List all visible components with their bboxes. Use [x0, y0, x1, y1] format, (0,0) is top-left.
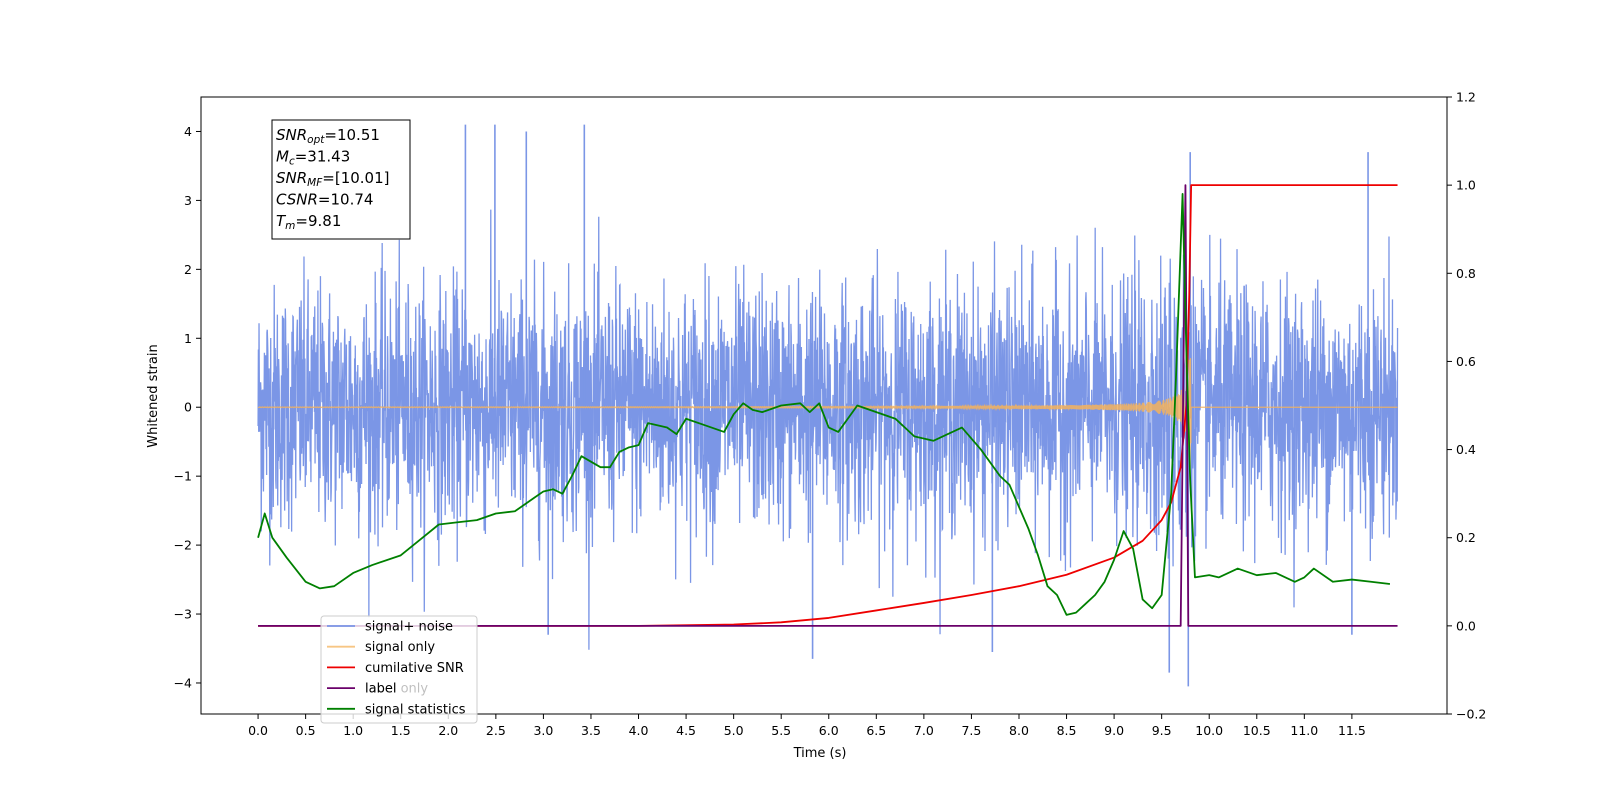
x-axis-label: Time (s)	[793, 746, 847, 761]
x-tick-label-7: 3.5	[581, 723, 601, 738]
x-tick-label-15: 7.5	[961, 723, 981, 738]
x-tick-label-5: 2.5	[486, 723, 506, 738]
annotation-frame	[271, 119, 411, 240]
y2-tick-label-1: 0.0	[1456, 618, 1476, 633]
series-label-line	[258, 184, 1398, 627]
x-tick-label-13: 6.5	[866, 723, 886, 738]
x-tick-label-21: 10.5	[1243, 723, 1271, 738]
y-axis-label: Whitened strain	[146, 344, 161, 447]
legend-label-2: cumilative SNR	[365, 661, 464, 676]
x-tick-label-18: 9.0	[1104, 723, 1124, 738]
series-signal-only-line	[257, 358, 1398, 468]
y2-tick-label-4: 0.6	[1456, 354, 1476, 369]
y2-tick-label-2: 0.2	[1456, 530, 1476, 545]
legend-label-4: signal statistics	[365, 702, 466, 717]
legend-label-0: signal+ noise	[365, 620, 453, 635]
plot-frame	[200, 96, 1448, 715]
y-tick-label-5: 1	[184, 331, 192, 346]
x-tick-label-22: 11.0	[1290, 723, 1318, 738]
y-tick-label-4: 0	[184, 400, 192, 415]
annotation-line-1: Mc=31.43	[276, 148, 350, 168]
axes-layer: 0.0 0.5 1.0 1.5 2.0 2.5 3.0 3.5 4.0 4.5 5.0 5.5 6.0 6…	[174, 90, 1487, 739]
legend-frame	[320, 615, 478, 724]
x-tick-label-14: 7.0	[914, 723, 934, 738]
y2-tick-label-6: 1.0	[1456, 178, 1476, 193]
y-tick-label-8: 4	[184, 124, 192, 139]
y-tick-label-1: −3	[174, 607, 192, 622]
legend: signal+ noise signal only cumilative SNR la…	[320, 615, 478, 724]
annotation-line-3: CSNR=10.74	[276, 191, 373, 209]
y-tick-label-3: −1	[174, 469, 192, 484]
x-tick-label-16: 8.0	[1009, 723, 1029, 738]
x-tick-label-17: 8.5	[1057, 723, 1077, 738]
x-tick-label-8: 4.0	[629, 723, 649, 738]
legend-label-ghost: label only	[365, 682, 428, 697]
plot-layer	[257, 124, 1399, 687]
legend-label-1: signal only	[365, 640, 435, 655]
x-tick-label-9: 4.5	[676, 723, 696, 738]
y-tick-label-7: 3	[184, 193, 192, 208]
x-tick-label-6: 3.0	[533, 723, 553, 738]
x-tick-label-2: 1.0	[343, 723, 363, 738]
x-tick-label-1: 0.5	[296, 723, 316, 738]
annotation-line-2: SNRMF=[10.01]	[276, 169, 390, 189]
annotation-line-0: SNRopt=10.51	[276, 126, 380, 146]
x-tick-label-12: 6.0	[819, 723, 839, 738]
x-tick-label-11: 5.5	[771, 723, 791, 738]
y2-tick-label-3: 0.4	[1456, 442, 1476, 457]
series-signal-statistics-line	[257, 193, 1391, 616]
legend-label-3: label	[365, 682, 396, 697]
x-tick-label-19: 9.5	[1152, 723, 1172, 738]
y2-tick-label-0: −0.2	[1456, 707, 1486, 722]
x-tick-label-20: 10.0	[1195, 723, 1223, 738]
y-tick-label-2: −2	[174, 538, 192, 553]
y-tick-label-0: −4	[174, 675, 192, 690]
x-tick-label-4: 2.0	[438, 723, 458, 738]
y-tick-label-6: 2	[184, 262, 192, 277]
x-tick-label-23: 11.5	[1338, 723, 1366, 738]
y2-tick-label-7: 1.2	[1456, 90, 1476, 105]
y2-tick-label-5: 0.8	[1456, 266, 1476, 281]
series-signal-noise-line	[257, 209, 1399, 650]
x-tick-label-3: 1.5	[391, 723, 411, 738]
annotation-line-4: Tm=9.81	[276, 212, 341, 232]
x-tick-label-10: 5.0	[724, 723, 744, 738]
x-tick-label-0: 0.0	[248, 723, 268, 738]
